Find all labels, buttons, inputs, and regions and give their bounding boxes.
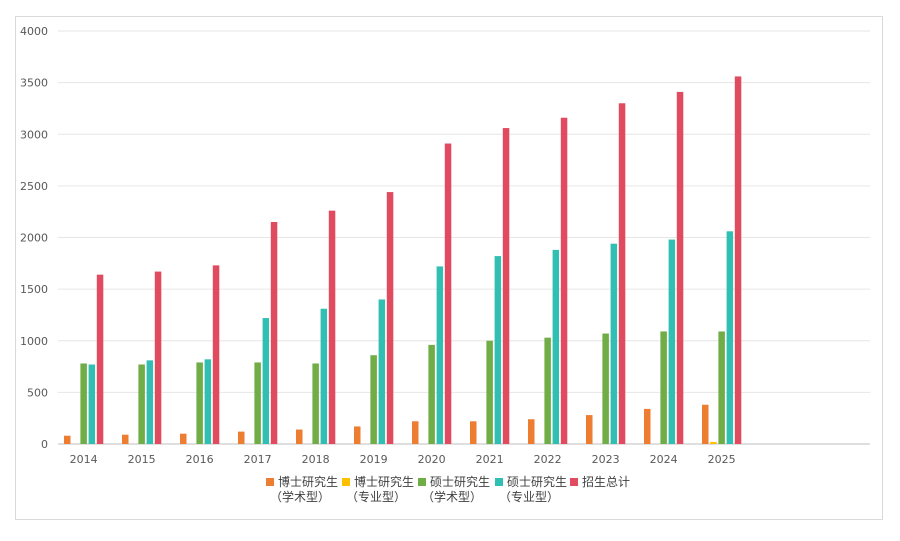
bar-4-2015 [146, 360, 154, 444]
legend-item-3: 硕士研究生（学术型） [418, 474, 490, 504]
bar-1-2017 [238, 431, 245, 444]
legend-label: 招生总计 [582, 475, 630, 489]
legend-label: 硕士研究生 [507, 474, 567, 489]
legend-label: （学术型） [422, 489, 482, 504]
bar-5-2023 [618, 103, 626, 445]
bar-5-2016 [212, 265, 220, 444]
bar-3-2023 [602, 333, 609, 444]
bar-5-2014 [96, 274, 104, 444]
legend-label: （专业型） [346, 489, 406, 504]
legend: 博士研究生（学术型）博士研究生（专业型）硕士研究生（学术型）硕士研究生（专业型）… [266, 474, 630, 504]
legend-item-5: 招生总计 [570, 475, 630, 489]
bar-3-2016 [196, 362, 203, 444]
bar-4-2025 [726, 231, 734, 444]
x-tick-label: 2015 [128, 453, 156, 466]
y-tick-label: 0 [41, 438, 48, 451]
bar-4-2017 [262, 318, 270, 444]
bar-3-2022 [544, 337, 551, 444]
gridlines [58, 30, 870, 445]
x-axis-ticks: 2014 2015 2016 2017 2018 2019 2020 2021 2022 2023… [70, 453, 736, 466]
bar-4-2019 [378, 299, 386, 444]
legend-swatch [570, 478, 578, 486]
x-tick-label: 2022 [534, 453, 562, 466]
bar-1-2014 [64, 435, 71, 444]
bar-1-2023 [586, 415, 593, 444]
bar-3-2018 [312, 363, 319, 444]
bar-4-2022 [552, 249, 560, 444]
y-tick-label: 1500 [20, 283, 48, 296]
bar-3-2021 [486, 340, 493, 444]
bar-1-2022 [528, 419, 535, 444]
x-tick-label: 2024 [650, 453, 678, 466]
bar-4-2020 [436, 266, 444, 444]
bar-4-2024 [668, 239, 676, 444]
x-tick-label: 2019 [360, 453, 388, 466]
bar-4-2016 [204, 359, 212, 444]
bar-1-2018 [296, 429, 303, 444]
bar-1-2019 [354, 426, 361, 444]
bar-5-2024 [676, 91, 684, 444]
bar-5-2019 [386, 192, 394, 444]
y-tick-label: 3500 [20, 77, 48, 90]
x-tick-label: 2018 [302, 453, 330, 466]
x-tick-label: 2023 [592, 453, 620, 466]
bar-5-2022 [560, 117, 568, 444]
y-tick-label: 2500 [20, 180, 48, 193]
y-tick-label: 4000 [20, 25, 48, 38]
legend-swatch [342, 478, 350, 486]
bar-4-2023 [610, 243, 618, 444]
bar-3-2019 [370, 355, 377, 444]
legend-label: 博士研究生 [354, 474, 414, 489]
bar-1-2025 [702, 404, 709, 444]
bar-1-2024 [644, 408, 651, 444]
legend-swatch [266, 478, 274, 486]
y-axis-ticks: 0 500 1000 1500 2000 2500 3000 3500 4000 [20, 25, 48, 451]
bar-3-2017 [254, 362, 261, 444]
bar-1-2016 [180, 433, 187, 444]
bar-1-2015 [122, 434, 129, 444]
x-tick-label: 2017 [244, 453, 272, 466]
x-tick-label: 2014 [70, 453, 98, 466]
x-tick-label: 2020 [418, 453, 446, 466]
bar-3-2025 [718, 331, 725, 444]
bar-3-2014 [80, 363, 87, 444]
legend-label: 博士研究生 [278, 474, 338, 489]
y-tick-label: 3000 [20, 128, 48, 141]
x-tick-label: 2025 [708, 453, 736, 466]
x-tick-label: 2021 [476, 453, 504, 466]
legend-label: 硕士研究生 [430, 474, 490, 489]
bar-5-2020 [444, 143, 452, 445]
bar-1-2020 [412, 421, 419, 444]
bar-5-2018 [328, 210, 336, 444]
legend-item-4: 硕士研究生（专业型） [495, 474, 567, 504]
bars [64, 76, 742, 445]
bar-3-2020 [428, 344, 435, 444]
legend-item-2: 博士研究生（专业型） [342, 474, 414, 504]
bar-4-2014 [88, 364, 96, 444]
legend-swatch [495, 478, 503, 486]
y-tick-label: 1000 [20, 335, 48, 348]
bar-1-2021 [470, 421, 477, 444]
y-tick-label: 500 [27, 386, 48, 399]
bar-2-2025 [710, 441, 717, 444]
bar-4-2021 [494, 256, 502, 444]
legend-swatch [418, 478, 426, 486]
bar-3-2015 [138, 364, 145, 444]
y-tick-label: 2000 [20, 232, 48, 245]
bar-5-2017 [270, 222, 278, 444]
legend-item-1: 博士研究生（学术型） [266, 474, 338, 504]
legend-label: （学术型） [270, 489, 330, 504]
bar-5-2025 [734, 76, 742, 445]
x-tick-label: 2016 [186, 453, 214, 466]
bar-5-2021 [502, 128, 510, 444]
bar-4-2018 [320, 308, 328, 444]
legend-label: （专业型） [499, 489, 559, 504]
bar-5-2015 [154, 271, 162, 444]
bar-3-2024 [660, 331, 667, 444]
